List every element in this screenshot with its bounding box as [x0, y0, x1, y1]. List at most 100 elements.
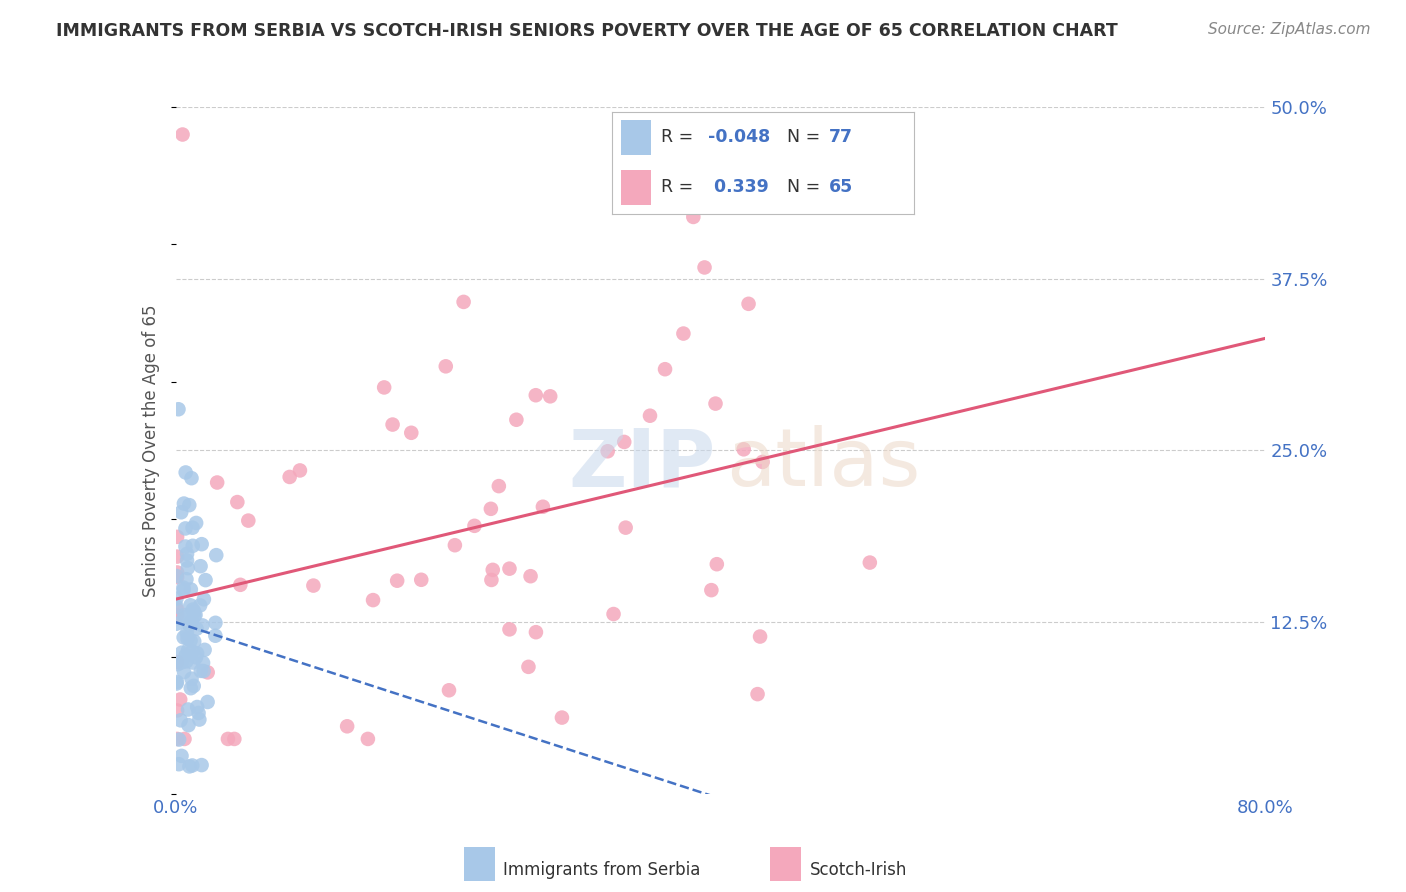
Point — [204, 615, 226, 630]
Point — [205, 548, 228, 562]
Point — [165, 569, 187, 583]
Point — [531, 500, 554, 514]
Point — [737, 297, 759, 311]
Point — [191, 618, 214, 632]
Point — [166, 566, 188, 580]
Point — [693, 260, 716, 275]
Point — [596, 444, 619, 458]
Point — [747, 687, 769, 701]
Point — [481, 573, 503, 587]
Point — [181, 656, 204, 670]
Point — [190, 758, 212, 772]
Point — [176, 632, 198, 646]
Point — [166, 530, 188, 544]
Text: Source: ZipAtlas.com: Source: ZipAtlas.com — [1208, 22, 1371, 37]
Point — [173, 631, 195, 645]
Point — [197, 665, 219, 680]
Point — [167, 732, 190, 747]
Point — [498, 623, 520, 637]
Point — [226, 495, 249, 509]
Point — [167, 402, 190, 417]
Point — [278, 470, 301, 484]
Point — [373, 380, 395, 394]
Point — [193, 592, 215, 607]
Point — [173, 583, 195, 598]
Point — [524, 388, 547, 402]
Point — [411, 573, 433, 587]
Point — [336, 719, 359, 733]
Point — [174, 540, 197, 554]
Point — [361, 593, 384, 607]
Point — [517, 660, 540, 674]
Point — [177, 718, 200, 732]
Point — [174, 466, 197, 480]
Point — [733, 442, 755, 457]
Point — [682, 210, 704, 224]
Point — [186, 516, 208, 530]
Point — [437, 683, 460, 698]
Point — [173, 497, 195, 511]
Point — [481, 563, 503, 577]
Point — [188, 713, 211, 727]
Point — [444, 538, 467, 552]
Point — [197, 695, 219, 709]
Point — [170, 505, 193, 519]
Point — [166, 703, 188, 717]
Point — [381, 417, 404, 432]
Point — [176, 572, 198, 586]
Point — [751, 455, 773, 469]
Point — [184, 607, 207, 622]
Point — [217, 731, 239, 746]
Point — [385, 574, 408, 588]
Point — [224, 731, 246, 746]
Point — [169, 714, 191, 728]
Point — [551, 710, 574, 724]
Point — [166, 657, 188, 672]
Point — [177, 617, 200, 632]
Point — [170, 656, 193, 670]
Point — [177, 702, 200, 716]
Point — [183, 634, 205, 648]
Point — [177, 643, 200, 657]
Point — [166, 675, 188, 690]
Point — [191, 656, 214, 670]
Text: 65: 65 — [830, 178, 853, 196]
Point — [859, 556, 882, 570]
Point — [183, 679, 205, 693]
Point — [179, 599, 201, 613]
Point — [749, 630, 772, 644]
Point — [166, 608, 188, 623]
Point — [180, 582, 202, 597]
Point — [302, 578, 325, 592]
Text: 0.339: 0.339 — [709, 178, 769, 196]
Point — [190, 537, 212, 551]
Point — [205, 475, 228, 490]
Point — [176, 547, 198, 561]
Point — [357, 731, 380, 746]
Point — [190, 664, 212, 678]
Point — [169, 692, 191, 706]
Point — [172, 581, 194, 595]
Point — [172, 128, 194, 142]
Point — [704, 396, 727, 410]
Point — [165, 599, 187, 614]
Text: atlas: atlas — [725, 425, 921, 503]
Point — [174, 648, 197, 663]
Point — [186, 646, 208, 660]
Point — [177, 561, 200, 575]
Point — [183, 608, 205, 623]
Point — [654, 362, 676, 376]
Point — [519, 569, 541, 583]
Point — [174, 609, 197, 624]
Point — [180, 681, 202, 695]
Text: -0.048: -0.048 — [709, 128, 770, 146]
Point — [165, 616, 187, 631]
Point — [288, 463, 311, 477]
Point — [180, 614, 202, 628]
Point — [184, 650, 207, 665]
Point — [186, 622, 208, 636]
Y-axis label: Seniors Poverty Over the Age of 65: Seniors Poverty Over the Age of 65 — [142, 304, 160, 597]
Point — [166, 731, 188, 746]
Point — [173, 731, 195, 746]
Point — [165, 676, 187, 690]
